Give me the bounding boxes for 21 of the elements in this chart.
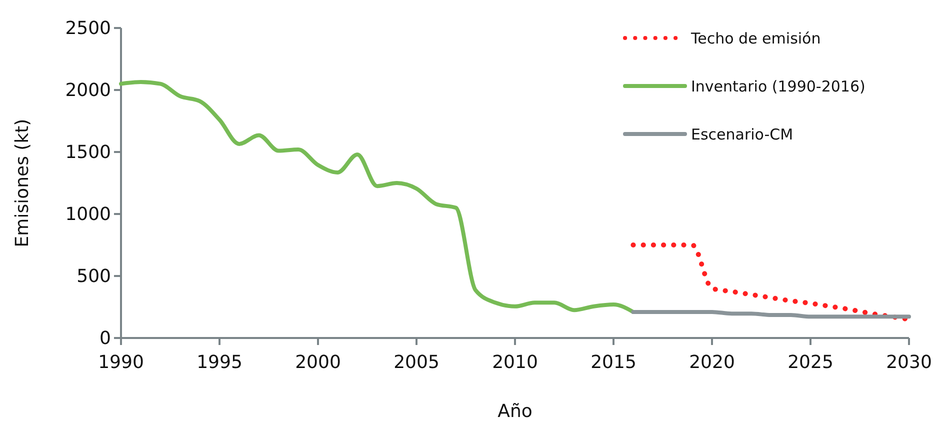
legend-label: Escenario-CM [691,125,794,144]
x-tick-label: 2030 [886,352,932,373]
x-tick-label: 1990 [98,352,144,373]
y-tick-label: 1000 [65,204,111,225]
y-tick-label: 0 [100,328,111,349]
y-tick-label: 2500 [65,18,111,39]
x-tick-label: 2005 [394,352,440,373]
y-tick-label: 500 [76,266,111,287]
x-tick-label: 2015 [590,352,636,373]
y-tick-label: 1500 [65,142,111,163]
legend-label: Techo de emisión [690,29,821,48]
x-tick-label: 2010 [492,352,538,373]
legend-label: Inventario (1990-2016) [691,77,866,96]
x-tick-label: 2020 [689,352,735,373]
y-axis-title: Emisiones (kt) [12,118,33,248]
x-axis-title: Año [498,401,532,422]
line-series [119,80,636,314]
y-tick-label: 2000 [65,80,111,101]
x-tick-label: 2025 [788,352,834,373]
x-tick-label: 2000 [295,352,341,373]
x-tick-label: 1995 [196,352,242,373]
